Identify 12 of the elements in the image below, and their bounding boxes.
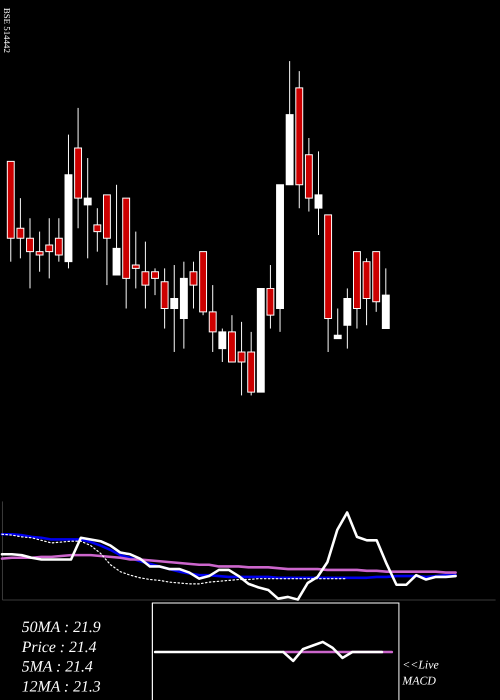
chart-title: BSE 514442 — [2, 8, 12, 53]
text: 50MA : 21.9 — [22, 619, 101, 636]
candlestick — [208, 284, 217, 352]
candlestick — [84, 158, 92, 259]
text: <<Live MACD — [401, 658, 439, 688]
candlestick — [334, 308, 342, 340]
text: 12MA : 21.3 — [22, 678, 101, 696]
candlestick — [170, 264, 178, 352]
candlestick — [132, 231, 140, 289]
text: Price : 21.4 — [20, 638, 97, 656]
text: 5MA : 21.4 — [22, 658, 93, 676]
candlestick — [45, 218, 54, 279]
